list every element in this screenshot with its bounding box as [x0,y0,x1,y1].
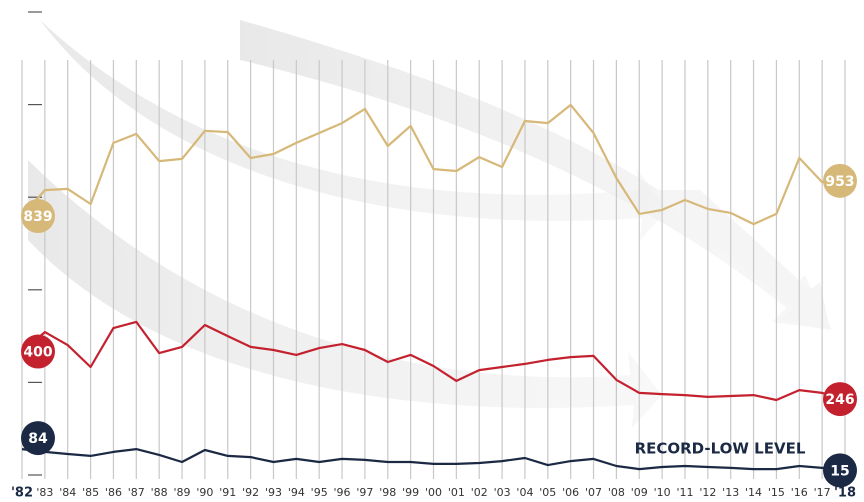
value-label: 84 [28,431,48,447]
x-tick-label: '06 [562,486,579,499]
x-tick-label: '10 [654,486,671,499]
x-tick-label: '92 [242,486,259,499]
x-tick-label: '83 [36,486,53,499]
x-tick-label: '86 [105,486,122,499]
page: '82'83 '84 '85 '86 '87 '88 '89 '90 '91 '92 '93 '94 '… [0,0,864,502]
x-tick-label: '98 [379,486,396,499]
x-tick-label: '90 [196,486,213,499]
value-label: 839 [23,209,52,225]
x-tick-label: '94 [288,486,305,499]
x-tick-label: '13 [722,486,739,499]
x-tick-label: '17 [814,486,831,499]
x-tick-label: '07 [585,486,602,499]
x-tick-label: '99 [402,486,419,499]
x-tick-label: '93 [265,486,282,499]
annotation: RECORD-LOW LEVEL [635,440,806,458]
decoration [28,20,832,428]
value-label: 953 [825,174,854,190]
value-label: 15 [830,463,849,479]
x-tick-label: '04 [516,486,533,499]
chart: '82'83 '84 '85 '86 '87 '88 '89 '90 '91 '92 '93 '94 '… [0,0,864,502]
x-tick-label: '82 [11,486,33,501]
value-label: 246 [825,392,854,408]
x-tick-label: '97 [356,486,373,499]
x-tick-label: '85 [82,486,99,499]
x-tick-label: '15 [768,486,785,499]
x-tick-label: '91 [219,486,236,499]
x-tick-label: '02 [471,486,488,499]
x-tick-label: '11 [676,486,693,499]
value-label: 400 [23,345,52,361]
x-tick-label: '95 [311,486,328,499]
x-tick-label: '88 [151,486,168,499]
x-tick-label: '09 [631,486,648,499]
x-tick-label: '18 [834,486,856,501]
x-tick-label: '08 [608,486,625,499]
x-tick-label: '12 [699,486,716,499]
x-tick-label: '14 [745,486,762,499]
x-tick-label: '05 [539,486,556,499]
x-tick-label: '00 [425,486,442,499]
x-tick-label: '89 [174,486,191,499]
x-tick-label: '01 [448,486,465,499]
x-tick-label: '16 [791,486,808,499]
x-tick-label: '84 [59,486,76,499]
x-tick-label: '87 [128,486,145,499]
x-tick-label: '96 [334,486,351,499]
x-tick-label: '03 [494,486,511,499]
